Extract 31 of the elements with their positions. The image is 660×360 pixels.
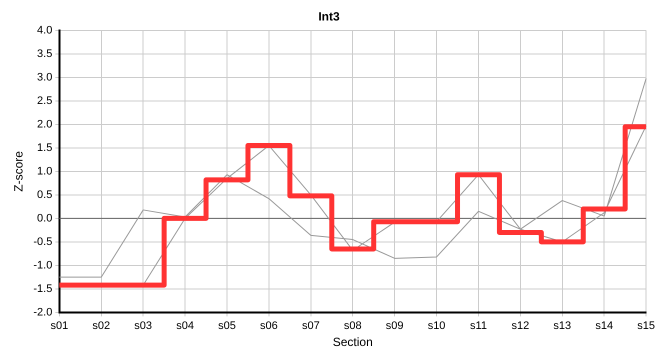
y-tick-label: 3.0 [37,71,52,84]
y-tick-label: 1.0 [37,165,52,178]
y-tick-label: 2.5 [37,94,52,107]
x-tick-label: s06 [260,320,278,332]
y-tick-label: -1.0 [33,259,52,272]
x-tick-label: s08 [344,320,362,332]
y-tick-label: 3.5 [37,48,52,60]
x-tick-label: s01 [50,320,68,332]
x-tick-label: s09 [386,320,404,332]
x-tick-label: s13 [553,320,572,332]
chart-title: Int3 [318,10,340,24]
y-axis-title: Z-score [12,150,26,192]
x-tick-label: s07 [302,320,320,332]
x-tick-label: s04 [176,320,194,332]
y-tick-label: -1.5 [33,282,52,295]
y-tick-label: 4.0 [37,24,52,36]
y-tick-label: 2.0 [37,118,52,130]
y-tick-label: 0.5 [37,188,52,201]
x-tick-label: s03 [134,320,152,332]
y-tick-label: 1.5 [37,142,52,154]
y-tick-label: -0.5 [33,236,52,248]
x-tick-label: s15 [637,320,656,332]
x-tick-label: s02 [92,320,110,332]
x-tick-label: s14 [595,320,614,332]
x-tick-label: s05 [218,320,236,332]
x-axis-title: Section [332,335,373,350]
y-tick-label: -2.0 [33,306,52,318]
y-tick-label: 0.0 [37,212,52,224]
x-tick-label: s11 [470,320,487,332]
x-tick-label: s12 [512,320,530,332]
x-tick-label: s10 [428,320,446,332]
